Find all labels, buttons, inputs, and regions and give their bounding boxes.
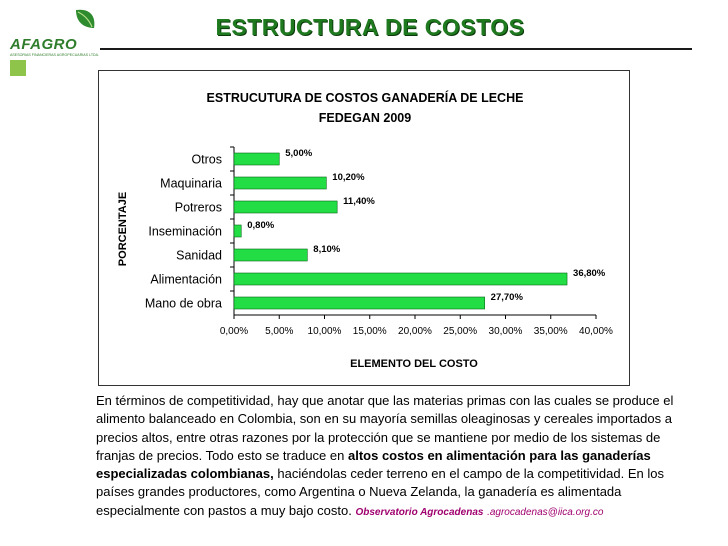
x-axis-label: ELEMENTO DEL COSTO: [350, 358, 478, 370]
paragraph-bold-text: altos costos en alimentación para las ga…: [96, 447, 651, 482]
afagro-logo: AFAGRO ASESORIAS FINANCIERAS AGROPECUARI…: [6, 6, 99, 80]
cost-structure-chart: ESTRUCUTURA DE COSTOS GANADERÍA DE LECHE…: [117, 90, 613, 370]
category-label: Maquinaria: [160, 177, 222, 191]
plot-area: 0,00% 5,00% 10,00% 15,00% 20,00% 25,00% 30,00%…: [145, 146, 613, 337]
x-tick-label: 15,00%: [353, 326, 387, 337]
chart-title: ESTRUCUTURA DE COSTOS GANADERÍA DE LECHE: [207, 90, 524, 105]
paragraph-text-1: En términos de competitividad, hay que a…: [96, 393, 674, 463]
value-label: 11,40%: [343, 196, 375, 207]
x-tick-label: 0,00%: [220, 326, 248, 337]
category-label: Otros: [191, 153, 222, 167]
x-tick-label: 10,00%: [308, 326, 342, 337]
x-tick-label: 20,00%: [398, 326, 432, 337]
bar: [233, 152, 280, 166]
bar: [233, 224, 242, 238]
category-label: Mano de obra: [145, 297, 222, 311]
logo-square: [10, 60, 26, 76]
x-tick-label: 30,00%: [489, 326, 523, 337]
chart-subtitle: FEDEGAN 2009: [319, 111, 411, 125]
bar: [233, 248, 308, 262]
value-label: 5,00%: [285, 148, 312, 159]
category-label: Alimentación: [150, 273, 222, 287]
x-tick-label: 35,00%: [534, 326, 568, 337]
source-email: .agrocadenas@iica.org.co: [487, 506, 604, 518]
category-label: Sanidad: [176, 249, 222, 263]
value-label: 27,70%: [491, 292, 524, 303]
logo-leaf-icon: [76, 9, 95, 28]
bar: [233, 200, 338, 214]
bar: [233, 272, 568, 286]
paragraph-text-2: haciéndolas ceder terreno en el campo de…: [96, 466, 664, 518]
value-label: 0,80%: [247, 220, 274, 231]
value-label: 8,10%: [313, 244, 340, 255]
source-label: Observatorio Agrocadenas: [355, 506, 484, 518]
category-label: Inseminación: [148, 225, 222, 239]
x-tick-label: 25,00%: [443, 326, 477, 337]
value-label: 10,20%: [332, 172, 365, 183]
title-divider: [100, 48, 692, 50]
x-tick-label: 40,00%: [579, 326, 613, 337]
body-paragraph: En términos de competitividad, hay que a…: [96, 392, 676, 522]
value-label: 36,80%: [573, 268, 606, 279]
x-tick-label: 5,00%: [265, 326, 293, 337]
logo-text: AFAGRO: [10, 36, 78, 53]
logo-subtext: ASESORIAS FINANCIERAS AGROPECUARIAS LTDA…: [10, 53, 99, 57]
category-label: Potreros: [175, 201, 222, 215]
chart-container: ESTRUCUTURA DE COSTOS GANADERÍA DE LECHE…: [98, 70, 630, 386]
bar: [233, 176, 327, 190]
bar: [233, 296, 485, 310]
slide-title: ESTRUCTURA DE COSTOS: [215, 14, 525, 40]
y-axis-label: PORCENTAJE: [117, 192, 129, 266]
